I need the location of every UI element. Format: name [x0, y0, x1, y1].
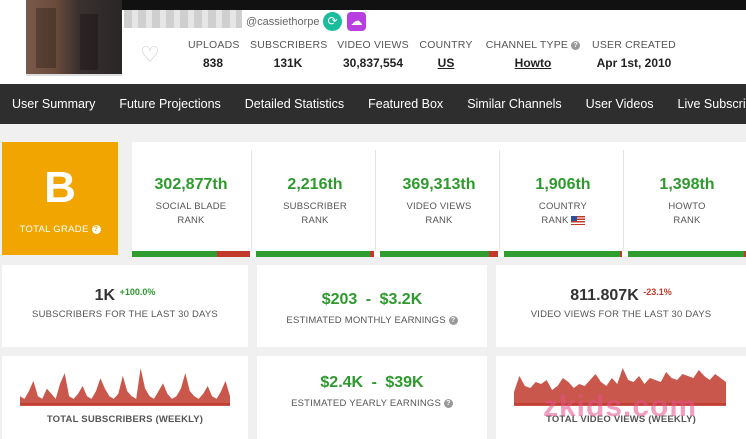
rank-bar	[628, 251, 746, 257]
stat-country: COUNTRY US	[419, 39, 473, 70]
subscribers-weekly-label: TOTAL SUBSCRIBERS (WEEKLY)	[46, 414, 204, 425]
tab-live-subscriber[interactable]: Live Subscriber	[677, 97, 746, 111]
rank-country: 1,906th COUNTRY RANK	[504, 150, 624, 257]
monthly-earnings-label: ESTIMATED MONTHLY EARNINGS	[286, 315, 446, 326]
yearly-earnings-card: $2.4K - $39K ESTIMATED YEARLY EARNINGS ?	[257, 356, 487, 439]
help-icon[interactable]: ?	[448, 315, 458, 325]
ranks-panel: 302,877th SOCIAL BLADE RANK 2,216th SUBSC…	[132, 142, 746, 257]
channel-name-blurred	[124, 10, 242, 28]
subs-30-value: 1K	[94, 287, 116, 304]
grade-label: TOTAL GRADE	[19, 224, 89, 235]
help-icon[interactable]: ?	[443, 398, 453, 408]
subscribers-weekly-chart-card: TOTAL SUBSCRIBERS (WEEKLY)	[2, 356, 248, 439]
views-30-value: 811.807K	[570, 287, 639, 304]
stat-channel-type: CHANNEL TYPE ? Howto	[484, 39, 582, 70]
tab-user-videos[interactable]: User Videos	[585, 97, 654, 111]
grade-letter: B	[44, 163, 76, 212]
stat-uploads: UPLOADS 838	[188, 39, 240, 70]
yearly-earnings-label: ESTIMATED YEARLY EARNINGS	[291, 398, 442, 409]
sparkline-area	[514, 368, 726, 406]
channel-type-link[interactable]: Howto	[514, 56, 552, 70]
stat-video-views: VIDEO VIEWS 30,837,554	[337, 39, 409, 70]
us-flag-icon	[570, 215, 585, 225]
subs-30-change: +100.0%	[119, 287, 156, 297]
refresh-icon[interactable]: ⟳	[323, 12, 342, 31]
subscribers-weekly-sparkline	[20, 368, 230, 406]
views-30-days-card: 811.807K -23.1% VIDEO VIEWS FOR THE LAST…	[496, 265, 746, 347]
tab-similar-channels[interactable]: Similar Channels	[467, 97, 562, 111]
sparkline-area	[20, 368, 230, 406]
rank-bar	[132, 251, 250, 257]
views-weekly-chart-card: TOTAL VIDEO VIEWS (WEEKLY)	[496, 356, 746, 439]
country-link[interactable]: US	[437, 56, 455, 70]
rank-subscriber: 2,216th SUBSCRIBER RANK	[256, 150, 376, 257]
tab-detailed-statistics[interactable]: Detailed Statistics	[244, 97, 345, 111]
help-icon[interactable]: ?	[91, 224, 101, 234]
favorite-heart-icon[interactable]: ♡	[140, 42, 160, 67]
views-30-label: VIDEO VIEWS FOR THE LAST 30 DAYS	[530, 309, 712, 320]
rank-social-blade: 302,877th SOCIAL BLADE RANK	[132, 150, 252, 257]
help-icon[interactable]: ?	[571, 40, 581, 50]
stat-user-created: USER CREATED Apr 1st, 2010	[592, 39, 676, 70]
tab-featured-box[interactable]: Featured Box	[368, 97, 444, 111]
main-nav: User Summary Future Projections Detailed…	[0, 84, 746, 124]
watermark: zkids.com	[543, 390, 698, 423]
avatar[interactable]	[26, 0, 122, 76]
channel-handle: @cassiethorpe	[246, 16, 320, 28]
total-grade-card: B TOTAL GRADE ?	[2, 142, 118, 255]
rank-howto: 1,398th HOWTO RANK	[628, 150, 746, 257]
rank-video-views: 369,313th VIDEO VIEWS RANK	[380, 150, 500, 257]
cloud-upload-icon[interactable]: ☁	[347, 12, 366, 31]
subs-30-days-card: 1K +100.0% SUBSCRIBERS FOR THE LAST 30 D…	[2, 265, 248, 347]
header-top-band	[120, 0, 746, 10]
tab-future-projections[interactable]: Future Projections	[119, 97, 221, 111]
rank-bar	[256, 251, 374, 257]
views-weekly-label: TOTAL VIDEO VIEWS (WEEKLY)	[545, 414, 696, 425]
subs-30-label: SUBSCRIBERS FOR THE LAST 30 DAYS	[32, 309, 218, 320]
channel-header: ♡ @cassiethorpe ⟳ ☁ UPLOADS 838 SUBSCRIB…	[0, 0, 746, 84]
tab-user-summary[interactable]: User Summary	[12, 97, 96, 111]
rank-bar	[380, 251, 498, 257]
stat-subscribers: SUBSCRIBERS 131K	[250, 39, 328, 70]
views-30-change: -23.1%	[643, 287, 672, 297]
views-weekly-sparkline	[514, 368, 726, 406]
rank-bar	[504, 251, 622, 257]
monthly-earnings-card: $203 - $3.2K ESTIMATED MONTHLY EARNINGS …	[257, 265, 487, 347]
